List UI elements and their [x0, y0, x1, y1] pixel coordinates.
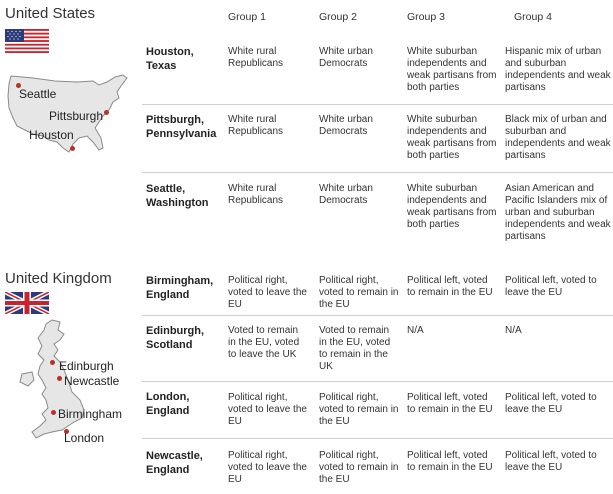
- table-cell: Political left, voted to leave the EU: [505, 275, 597, 298]
- city-label: Seattle, Washington: [146, 183, 209, 209]
- table-cell: N/A: [505, 325, 522, 336]
- city-label: Newcastle, England: [146, 450, 203, 476]
- pittsburgh-marker: [104, 110, 109, 115]
- map-label-edinburgh: Edinburgh: [59, 359, 114, 373]
- table-cell: Political right, voted to remain in the …: [319, 392, 399, 427]
- table-cell: White urban Democrats: [319, 46, 373, 69]
- table-cell: N/A: [407, 325, 424, 336]
- table-cell: Political left, voted to remain in the E…: [407, 275, 493, 298]
- london-marker: [64, 429, 69, 434]
- us-map-icon: [7, 74, 128, 153]
- row-divider: [142, 172, 613, 173]
- houston-marker: [70, 146, 75, 151]
- table-cell: White suburban independents and weak par…: [407, 183, 497, 230]
- uk-country-title: United Kingdom: [5, 270, 112, 287]
- table-cell: Political right, voted to remain in the …: [319, 275, 399, 310]
- table-cell: Political left, voted to remain in the E…: [407, 392, 493, 415]
- table-cell: Political right, voted to leave the EU: [228, 450, 307, 485]
- map-label-pittsburgh: Pittsburgh: [49, 109, 104, 123]
- row-divider: [142, 315, 613, 316]
- table-cell: White rural Republicans: [228, 114, 284, 137]
- row-divider: [142, 381, 613, 382]
- column-header-group-4: Group 4: [514, 11, 552, 23]
- table-cell: Political right, voted to leave the EU: [228, 392, 307, 427]
- table-cell: Political left, voted to leave the EU: [505, 450, 597, 473]
- table-cell: Voted to remain in the EU, voted to leav…: [228, 325, 300, 360]
- table-cell: Black mix of urban and suburban and inde…: [505, 114, 611, 161]
- us-country-title: United States: [5, 5, 96, 22]
- table-cell: White suburban independents and weak par…: [407, 46, 497, 93]
- table-cell: White urban Democrats: [319, 183, 373, 206]
- map-label-houston: Houston: [29, 128, 74, 142]
- column-header-group-3: Group 3: [407, 11, 445, 23]
- city-label: Birmingham, England: [146, 275, 214, 301]
- map-label-newcastle: Newcastle: [64, 374, 120, 388]
- table-cell: White urban Democrats: [319, 114, 373, 137]
- table-cell: Asian American and Pacific Islanders mix…: [505, 183, 611, 242]
- birmingham-marker: [51, 410, 56, 415]
- table-cell: Political right, voted to remain in the …: [319, 450, 399, 485]
- us-flag-icon: [5, 29, 49, 53]
- row-divider: [142, 104, 613, 105]
- table-cell: White rural Republicans: [228, 46, 284, 69]
- row-divider: [142, 438, 613, 439]
- seattle-marker: [16, 83, 21, 88]
- newcastle-marker: [57, 376, 62, 381]
- table-cell: White rural Republicans: [228, 183, 284, 206]
- table-cell: Voted to remain in the EU, voted to rema…: [319, 325, 391, 372]
- city-label: London, England: [146, 391, 190, 417]
- map-label-london: London: [64, 431, 105, 445]
- table-cell: Hispanic mix of urban and suburban indep…: [505, 46, 611, 93]
- uk-flag-icon: [5, 292, 49, 314]
- map-label-birmingham: Birmingham: [58, 407, 123, 421]
- city-label: Pittsburgh, Pennsylvania: [146, 114, 217, 140]
- edinburgh-marker: [50, 360, 55, 365]
- map-label-seattle: Seattle: [19, 87, 57, 101]
- table-cell: Political left, voted to remain in the E…: [407, 450, 493, 473]
- table-cell: Political left, voted to leave the EU: [505, 392, 597, 415]
- table-cell: Political right, voted to leave the EU: [228, 275, 307, 310]
- city-label: Edinburgh, Scotland: [146, 325, 205, 351]
- column-header-group-2: Group 2: [319, 11, 357, 23]
- column-header-group-1: Group 1: [228, 11, 266, 23]
- table-cell: White suburban independents and weak par…: [407, 114, 497, 161]
- city-label: Houston, Texas: [146, 46, 194, 72]
